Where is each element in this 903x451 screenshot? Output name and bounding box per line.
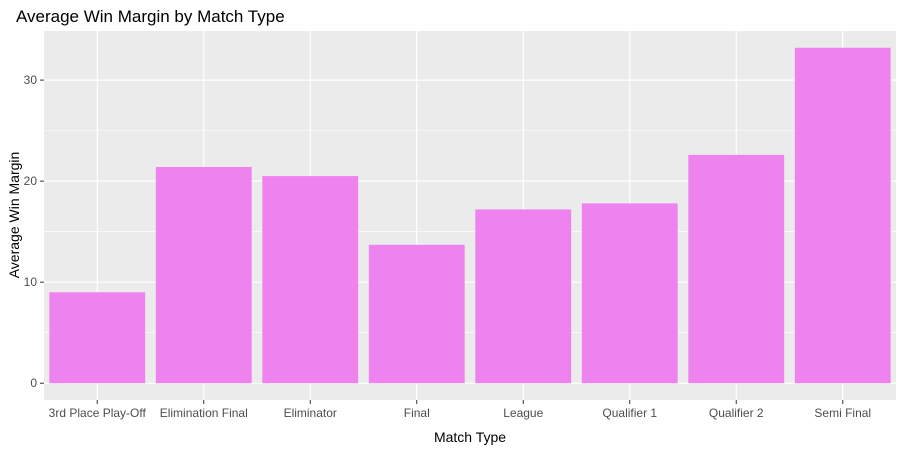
x-axis-title: Match Type	[434, 429, 506, 445]
y-tick-label: 0	[30, 376, 37, 390]
y-tick-label: 20	[24, 174, 38, 188]
x-tick-label: Semi Final	[814, 406, 871, 420]
bar	[262, 176, 359, 384]
bar	[688, 154, 785, 384]
chart-title: Average Win Margin by Match Type	[16, 7, 285, 26]
bar-series	[49, 47, 891, 384]
bar	[49, 292, 146, 384]
bar	[581, 203, 678, 384]
x-tick-label: Eliminator	[284, 406, 337, 420]
bar	[155, 167, 252, 384]
x-tick-label: Elimination Final	[160, 406, 248, 420]
x-tick-label: League	[503, 406, 543, 420]
x-tick-label: Qualifier 1	[602, 406, 657, 420]
x-tick-label: 3rd Place Play-Off	[49, 406, 147, 420]
x-axis: 3rd Place Play-Off Elimination Final Elimi…	[49, 400, 871, 420]
bar	[475, 209, 572, 384]
bar	[794, 47, 891, 384]
y-axis-title: Average Win Margin	[6, 152, 22, 279]
x-tick-label: Qualifier 2	[709, 406, 764, 420]
x-tick-label: Final	[404, 406, 430, 420]
bar	[368, 244, 465, 384]
y-tick-label: 10	[24, 275, 38, 289]
y-tick-label: 30	[24, 73, 38, 87]
y-axis: 0 10 20 30	[24, 73, 44, 390]
